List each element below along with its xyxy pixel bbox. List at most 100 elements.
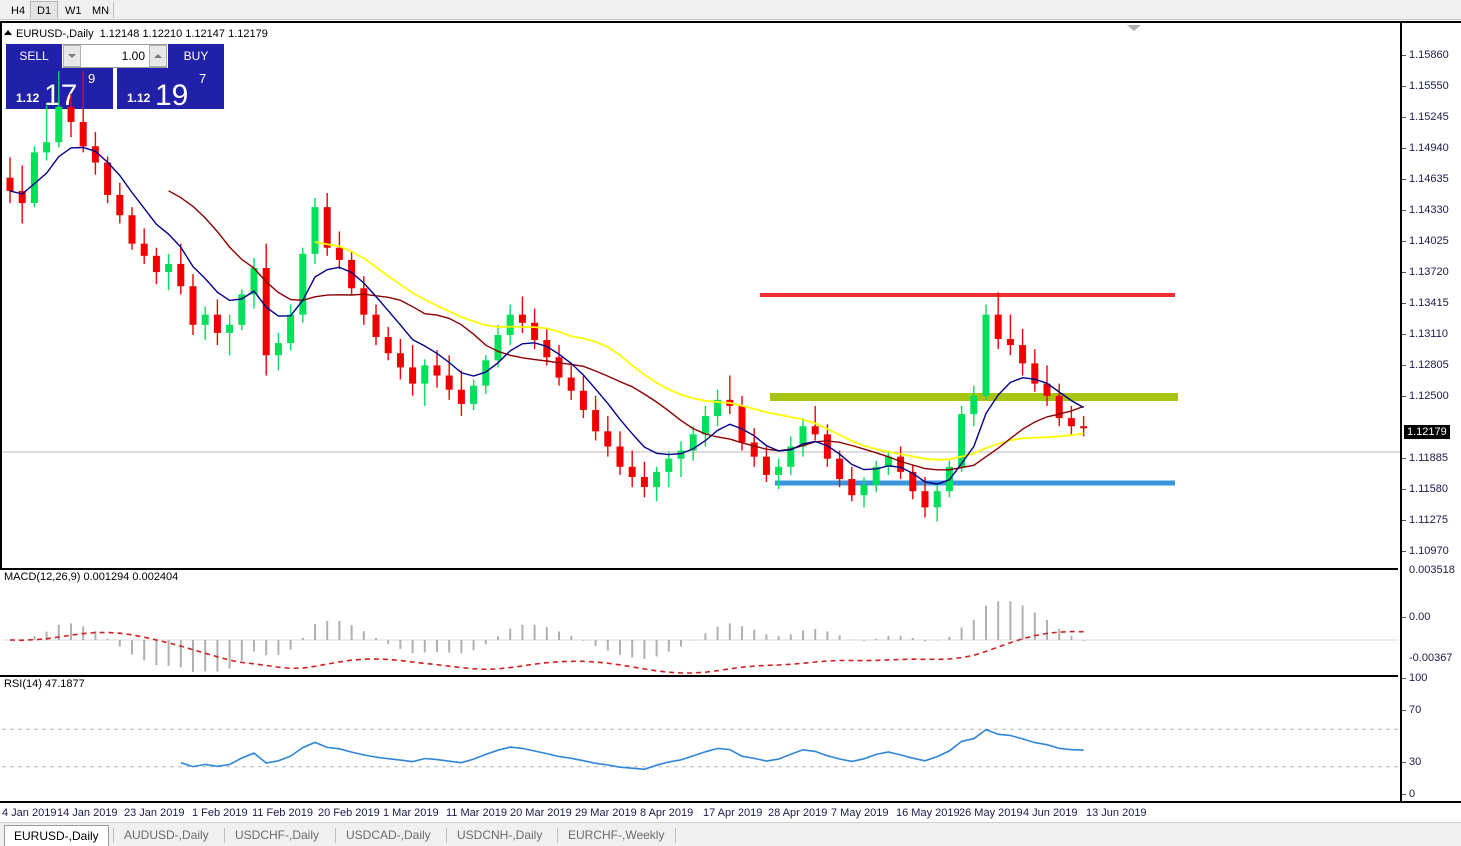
rsi-axis-label: 70 [1409,704,1422,716]
volume-stepper[interactable]: 1.00 [63,44,167,68]
chart-tab-bar[interactable]: EURUSD-,Daily AUDUSD-,Daily USDCHF-,Daily U… [0,822,1461,846]
price-tick [1402,55,1406,56]
candle-body [348,259,356,289]
price-tick [1402,210,1406,211]
price-chart-canvas[interactable] [2,23,1400,568]
rsi-tick [1402,794,1406,795]
price-axis-label: 1.11885 [1409,452,1448,464]
candle-body [299,253,307,315]
chart-scroll-marker-icon[interactable] [1127,25,1141,31]
candle-body [1031,363,1039,384]
time-axis-label: 8 Apr 2019 [640,807,694,819]
candle-body [409,367,417,384]
chart-tab-usdcad[interactable]: USDCAD-,Daily [346,828,431,842]
candle-body [543,340,551,358]
sell-price-prefix: 1.12 [16,91,40,105]
candle-body [714,399,722,417]
candle-body [1019,345,1027,364]
time-axis-label: 11 Feb 2019 [252,807,313,819]
candle-body [555,357,563,378]
sell-button[interactable]: SELL [6,44,62,68]
timeframe-w1[interactable]: W1 [65,5,82,17]
price-tick [1402,458,1406,459]
rsi-tick [1402,678,1406,679]
candle-body [140,243,148,256]
time-axis-label: 17 Apr 2019 [703,807,763,819]
volume-value[interactable]: 1.00 [121,49,145,63]
buy-price-fraction: 7 [199,71,207,86]
buy-button[interactable]: BUY [168,44,224,68]
volume-decrement-button[interactable] [63,45,81,67]
candle-body [531,322,539,341]
candle-body [860,485,868,496]
candle-body [213,314,221,333]
candle-body [189,286,197,325]
price-axis-label: 1.14635 [1409,173,1449,185]
price-axis-label: 1.13110 [1409,328,1448,340]
candle-body [55,106,63,143]
chart-frame[interactable]: EURUSD-,Daily 1.12148 1.12210 1.12147 1.1… [0,21,1461,823]
candle-body [1055,395,1063,419]
chart-tab-eurusd[interactable]: EURUSD-,Daily [4,825,109,846]
collapse-caret-icon[interactable] [4,30,12,35]
tab-separator [557,828,558,843]
candle-body [396,353,404,368]
rsi-pane[interactable]: RSI(14) 47.1877 [0,675,1398,801]
candle-body [91,146,99,163]
candle-body [604,431,612,447]
oct-controls-row: SELL 1.00 BUY [6,44,224,68]
ma-slow-yellow-line [314,241,1084,461]
rsi-line [180,728,1084,771]
macd-axis-label: 0.003518 [1409,564,1455,576]
timeframe-mn[interactable]: MN [92,5,110,17]
candle-body [640,476,648,488]
macd-pane[interactable]: MACD(12,26,9) 0.001294 0.002404 [0,568,1398,675]
candle-body [43,142,51,153]
rsi-axis-label: 0 [1409,788,1416,800]
sell-price-big: 17 [44,79,78,109]
price-scale[interactable]: 1.15860 1.15550 1.15245 1.14940 1.14635 1.143… [1400,23,1461,821]
rsi-axis-label: 100 [1409,672,1428,684]
rsi-axis-label: 30 [1409,756,1422,768]
volume-increment-button[interactable] [149,45,167,67]
time-scale[interactable]: 4 Jan 2019 14 Jan 2019 23 Jan 2019 1 Feb 20… [0,801,1461,823]
price-tick [1402,241,1406,242]
buy-price-block[interactable]: 1.12 19 7 [117,68,224,109]
candle-body [6,177,14,191]
candle-body [116,194,124,216]
macd-tick [1402,617,1406,618]
candle-body [445,375,453,390]
price-axis-label: 1.14025 [1409,235,1449,247]
candle-body [653,471,661,488]
tab-separator [113,828,114,843]
chart-tab-usdcnh[interactable]: USDCNH-,Daily [457,828,543,842]
rsi-tick [1402,762,1406,763]
time-axis-label: 29 Mar 2019 [575,807,637,819]
candle-body [274,343,282,356]
price-tick [1402,365,1406,366]
price-axis-label: 1.11275 [1409,514,1448,526]
candle-body [360,288,368,315]
timeframe-h4[interactable]: H4 [11,5,26,17]
candle-body [994,314,1002,340]
tab-separator [675,828,676,843]
price-axis-label: 1.11580 [1409,483,1448,495]
symbol-header: EURUSD-,Daily 1.12148 1.12210 1.12147 1.1… [4,28,268,40]
price-tick [1402,148,1406,149]
ma-fast-blue-line [9,146,1084,485]
rsi-canvas [2,728,1398,771]
macd-axis-label: 0.00 [1409,611,1431,623]
candle-body [616,446,624,467]
chart-tab-usdchf[interactable]: USDCHF-,Daily [235,828,319,842]
chart-tab-audusd[interactable]: AUDUSD-,Daily [124,828,209,842]
time-axis-label: 13 Jun 2019 [1086,807,1147,819]
candle-body [567,377,575,391]
candle-body [775,466,783,475]
timeframe-d1[interactable]: D1 [30,1,59,19]
candle-body [18,190,26,204]
macd-canvas [2,601,1398,674]
time-axis-label: 28 Apr 2019 [768,807,828,819]
chart-tab-eurchf[interactable]: EURCHF-,Weekly [568,828,665,842]
time-axis-label: 14 Jan 2019 [57,807,118,819]
candle-body [421,365,429,384]
